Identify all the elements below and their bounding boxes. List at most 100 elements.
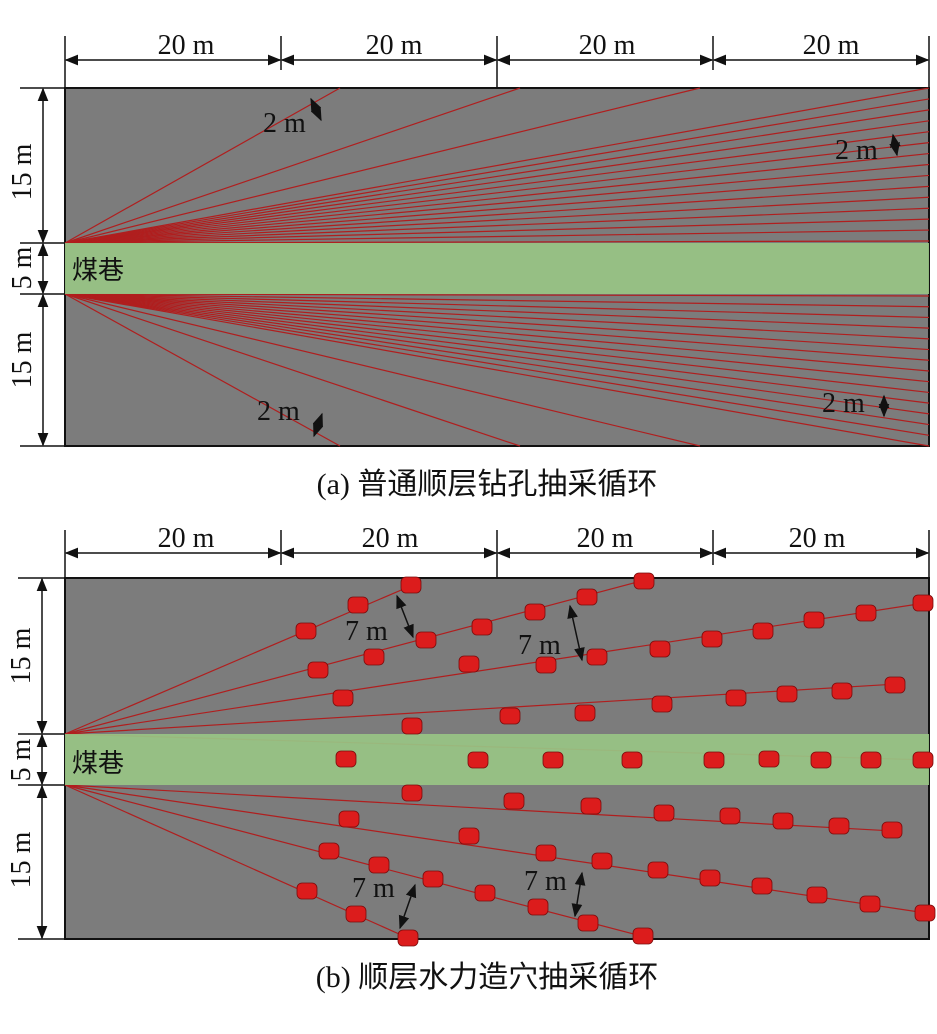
cavity-marker xyxy=(296,882,318,900)
panel-a-width-label-3: 20 m xyxy=(579,30,636,61)
panel-a: 煤巷 20 m 20 m 20 m 20 m 15 m 5 m 15 m xyxy=(7,30,930,501)
panel-a-width-label-4: 20 m xyxy=(803,30,860,61)
panel-a-width-label-2: 20 m xyxy=(366,30,423,61)
panel-a-height-label-2: 5 m xyxy=(7,246,38,289)
panel-a-width-label-1: 20 m xyxy=(158,30,215,61)
cavity-marker xyxy=(633,572,655,590)
cavity-marker xyxy=(295,622,317,640)
panel-b-height-label-1: 15 m xyxy=(6,627,37,684)
cavity-marker xyxy=(576,588,598,606)
borehole-line xyxy=(64,293,930,340)
borehole-line xyxy=(64,293,930,436)
cavity-marker xyxy=(577,914,599,932)
cavity-marker xyxy=(467,751,489,769)
borehole-line xyxy=(64,293,341,447)
cavity-marker xyxy=(912,594,934,612)
panel-b-width-dimension xyxy=(64,530,930,578)
panel-b-width-label-3: 20 m xyxy=(577,523,634,554)
cavity-marker xyxy=(458,827,480,845)
cavity-marker xyxy=(422,870,444,888)
cavity-marker xyxy=(335,750,357,768)
cavity-marker xyxy=(307,661,329,679)
panel-a-spacing-label-4: 2 m xyxy=(822,388,865,419)
borehole-line xyxy=(64,293,930,319)
borehole-line xyxy=(64,293,521,447)
cavity-marker xyxy=(884,676,906,694)
borehole-line xyxy=(64,683,898,735)
borehole-line xyxy=(64,293,930,297)
panel-a-spacing-arrows xyxy=(310,97,901,438)
panel-b-caption: (b) 顺层水力造穴抽采循环 xyxy=(316,961,658,994)
borehole-line xyxy=(64,163,930,244)
borehole-line xyxy=(64,293,930,372)
panel-b-cavities xyxy=(295,572,936,947)
borehole-line xyxy=(64,185,930,244)
cavity-marker xyxy=(535,656,557,674)
borehole-line xyxy=(64,784,894,832)
panel-b-roadway-label: 煤巷 xyxy=(72,749,124,779)
borehole-line xyxy=(64,207,930,244)
borehole-line xyxy=(64,293,930,351)
cavity-marker xyxy=(415,631,437,649)
cavity-marker xyxy=(524,603,546,621)
borehole-line xyxy=(64,602,926,735)
cavity-marker xyxy=(580,797,602,815)
cavity-marker xyxy=(912,751,934,769)
panel-b-spacing-arrows xyxy=(396,594,586,930)
borehole-line xyxy=(64,293,930,426)
cavity-marker xyxy=(914,904,936,922)
cavity-marker xyxy=(471,618,493,636)
cavity-marker xyxy=(647,861,669,879)
cavity-marker xyxy=(499,707,521,725)
cavity-marker xyxy=(527,898,549,916)
borehole-line xyxy=(64,293,930,447)
panel-a-caption: (a) 普通顺层钻孔抽采循环 xyxy=(317,468,658,501)
panel-b-spacing-label-2: 7 m xyxy=(518,630,561,661)
cavity-marker xyxy=(586,648,608,666)
cavity-marker xyxy=(318,842,340,860)
panel-a-roadway xyxy=(65,243,929,294)
panel-a-spacing-label-3: 2 m xyxy=(257,396,300,427)
panel-b-height-label-2: 5 m xyxy=(6,738,37,781)
cavity-marker xyxy=(828,817,850,835)
borehole-line xyxy=(64,240,930,244)
cavity-marker xyxy=(574,704,596,722)
cavity-marker xyxy=(881,821,903,839)
borehole-line xyxy=(64,87,930,244)
cavity-marker xyxy=(752,622,774,640)
cavity-marker xyxy=(860,751,882,769)
cavity-marker xyxy=(803,611,825,629)
cavity-marker xyxy=(347,596,369,614)
panel-b-height-label-3: 15 m xyxy=(6,831,37,888)
borehole-line xyxy=(64,579,646,735)
panel-a-height-label-1: 15 m xyxy=(7,143,38,200)
cavity-marker xyxy=(859,895,881,913)
borehole-line xyxy=(64,174,930,244)
borehole-line xyxy=(64,293,701,447)
cavity-marker xyxy=(400,576,422,594)
cavity-marker xyxy=(725,689,747,707)
borehole-line xyxy=(64,293,930,404)
borehole-line xyxy=(64,229,930,244)
cavity-marker xyxy=(401,784,423,802)
panel-b-spacing-label-1: 7 m xyxy=(345,616,388,647)
cavity-marker xyxy=(855,604,877,622)
cavity-marker xyxy=(703,751,725,769)
cavity-marker xyxy=(621,751,643,769)
panel-a-height-label-3: 15 m xyxy=(7,331,38,388)
panel-b-height-dimension xyxy=(18,577,65,940)
cavity-marker xyxy=(332,689,354,707)
borehole-line xyxy=(64,784,646,938)
cavity-marker xyxy=(701,630,723,648)
panel-a-width-dimension xyxy=(64,36,930,88)
cavity-marker xyxy=(345,905,367,923)
cavity-marker xyxy=(368,856,390,874)
cavity-marker xyxy=(474,884,496,902)
cavity-marker xyxy=(719,807,741,825)
cavity-marker xyxy=(363,648,385,666)
borehole-line xyxy=(64,109,930,244)
borehole-line xyxy=(64,293,930,394)
borehole-line xyxy=(64,152,930,244)
borehole-line xyxy=(64,196,930,244)
